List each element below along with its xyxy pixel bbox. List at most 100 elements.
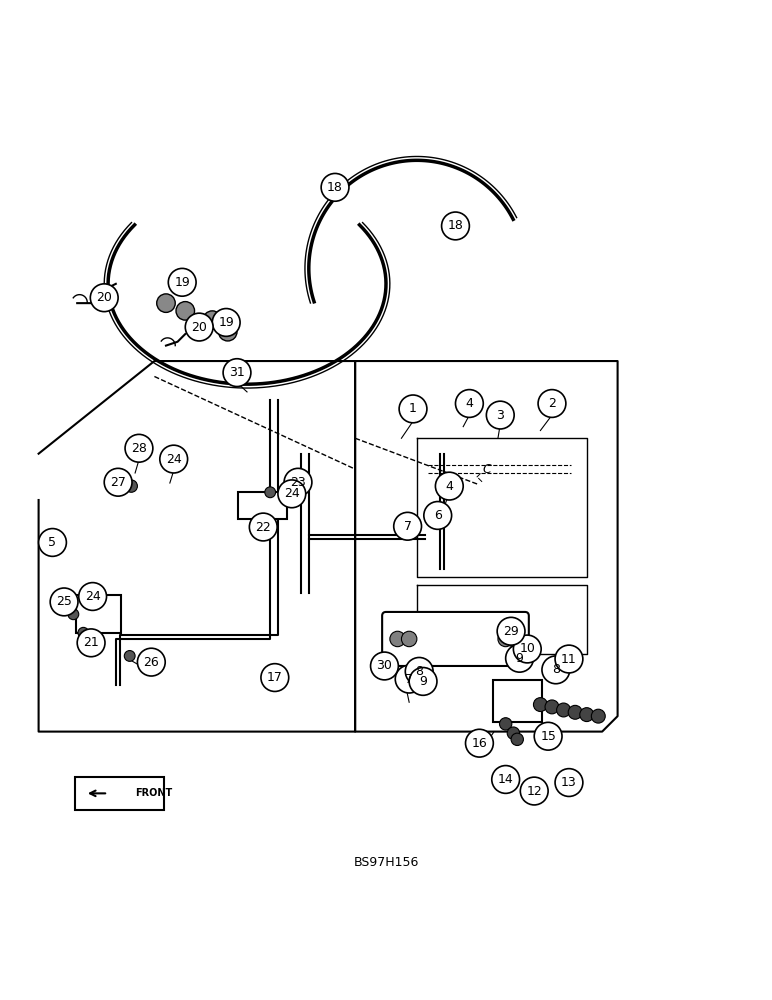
Text: 21: 21 [83,636,99,649]
Text: 10: 10 [520,642,535,655]
Text: 24: 24 [85,590,100,603]
Text: 23: 23 [290,476,306,489]
Text: 19: 19 [174,276,190,289]
Text: 16: 16 [472,737,487,750]
Circle shape [409,668,437,695]
Text: FRONT: FRONT [135,788,172,798]
Text: 28: 28 [131,442,147,455]
Text: 13: 13 [561,776,577,789]
Circle shape [223,359,251,387]
Circle shape [442,212,469,240]
Circle shape [50,588,78,616]
FancyBboxPatch shape [76,595,121,633]
Text: 20: 20 [96,291,112,304]
Circle shape [395,665,423,693]
Circle shape [292,491,303,502]
Text: 24: 24 [284,487,300,500]
Text: 12: 12 [527,785,542,798]
Text: 17: 17 [267,671,283,684]
Circle shape [507,727,520,739]
Circle shape [424,502,452,529]
Text: 25: 25 [56,595,72,608]
Text: 27: 27 [110,476,126,489]
Circle shape [591,709,605,723]
Text: 9: 9 [516,652,523,665]
Circle shape [284,468,312,496]
Text: 5: 5 [49,536,56,549]
Circle shape [498,631,513,647]
Circle shape [321,173,349,201]
Text: 9: 9 [419,675,427,688]
Text: 4: 4 [466,397,473,410]
Circle shape [125,434,153,462]
Circle shape [79,583,107,610]
Circle shape [278,480,306,508]
Circle shape [405,657,433,685]
Circle shape [124,651,135,661]
Text: 19: 19 [218,316,234,329]
Circle shape [203,311,222,329]
Circle shape [185,313,213,341]
Circle shape [492,766,520,793]
Circle shape [77,629,105,657]
Circle shape [455,390,483,417]
Circle shape [78,627,89,638]
Circle shape [555,645,583,673]
Circle shape [506,644,533,672]
Text: 18: 18 [448,219,463,232]
FancyBboxPatch shape [493,680,542,722]
Circle shape [542,656,570,684]
Circle shape [212,309,240,336]
Text: 4: 4 [445,480,453,493]
Circle shape [545,700,559,714]
Circle shape [568,705,582,719]
Circle shape [511,733,523,745]
Circle shape [280,488,291,499]
Circle shape [399,395,427,423]
Circle shape [157,294,175,312]
Circle shape [125,480,137,492]
Circle shape [580,708,594,722]
Text: 30: 30 [377,659,392,672]
Circle shape [534,722,562,750]
Circle shape [176,302,195,320]
Text: 29: 29 [503,625,519,638]
Text: 8: 8 [415,665,423,678]
Circle shape [218,322,237,341]
Text: 31: 31 [229,366,245,379]
Text: 6: 6 [434,509,442,522]
Text: 1: 1 [409,402,417,415]
Text: 3: 3 [496,409,504,422]
Text: C: C [482,463,491,476]
Circle shape [497,617,525,645]
Circle shape [538,390,566,417]
Circle shape [116,477,128,489]
Circle shape [533,698,547,712]
Circle shape [486,401,514,429]
Circle shape [390,631,405,647]
Circle shape [104,468,132,496]
Circle shape [557,703,571,717]
Circle shape [137,648,165,676]
FancyBboxPatch shape [382,612,529,666]
Circle shape [168,268,196,296]
Circle shape [68,609,79,620]
Text: 18: 18 [327,181,343,194]
Text: 26: 26 [144,656,159,669]
Text: 2: 2 [548,397,556,410]
Text: 20: 20 [191,321,207,334]
Circle shape [466,729,493,757]
Circle shape [555,769,583,796]
Text: 24: 24 [166,453,181,466]
Text: 8: 8 [552,663,560,676]
Circle shape [394,512,422,540]
Text: 15: 15 [540,730,556,743]
Text: 22: 22 [256,521,271,534]
Text: 7: 7 [405,673,413,686]
Circle shape [499,718,512,730]
FancyBboxPatch shape [75,777,164,810]
Circle shape [513,635,541,663]
Text: BS97H156: BS97H156 [354,856,418,869]
Circle shape [401,631,417,647]
Text: 14: 14 [498,773,513,786]
